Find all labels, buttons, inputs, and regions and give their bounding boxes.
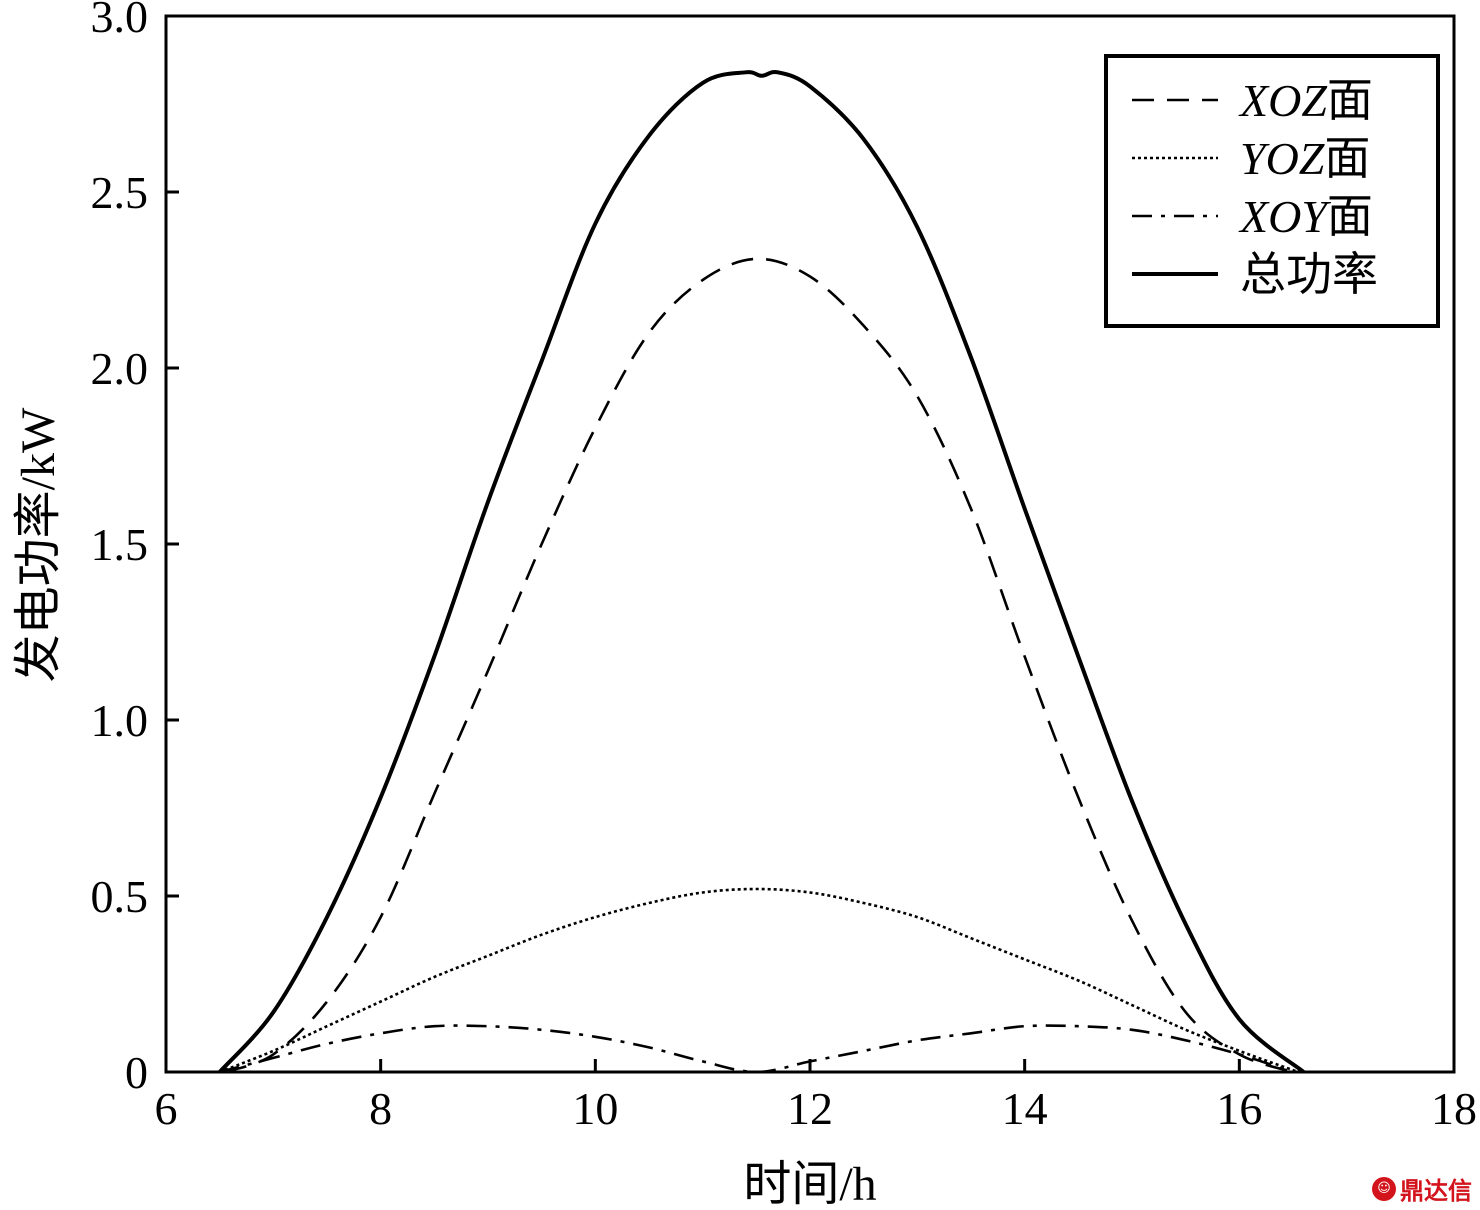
- legend-label-1: YOZ面: [1240, 133, 1370, 184]
- y-tick-label-6: 3.0: [91, 0, 149, 42]
- watermark-text: 鼎达信: [1400, 1177, 1472, 1205]
- y-axis-title: 发电功率/kW: [12, 407, 65, 682]
- legend-label-2: XOY面: [1238, 191, 1373, 242]
- x-tick-label-3: 12: [787, 1083, 833, 1134]
- legend-label-0: XOZ面: [1238, 75, 1373, 126]
- x-tick-label-5: 16: [1216, 1083, 1262, 1134]
- y-tick-label-4: 2.0: [91, 343, 149, 394]
- x-tick-label-1: 8: [369, 1083, 392, 1134]
- y-tick-label-1: 0.5: [91, 871, 149, 922]
- series-line-1: [219, 887, 1299, 1074]
- x-axis-title: 时间/h: [743, 1158, 876, 1210]
- x-tick-label-4: 14: [1002, 1083, 1048, 1134]
- series-line-0: [224, 257, 1294, 1074]
- legend-box: [1104, 54, 1440, 328]
- x-tick-label-0: 6: [155, 1083, 178, 1134]
- y-tick-label-3: 1.5: [91, 519, 149, 570]
- dingdaxin-logo-icon: ☺: [1372, 1176, 1396, 1201]
- y-tick-label-0: 0: [125, 1047, 148, 1098]
- x-tick-label-6: 18: [1431, 1083, 1477, 1134]
- legend-label-3: 总功率: [1240, 249, 1378, 300]
- watermark: ☺ 鼎达信: [1372, 1171, 1472, 1206]
- ticks-layer: 6 8 10 12 14 16 18 0 0.5 1.0 1.5 2.0 2.5 3.0: [91, 0, 1478, 1134]
- y-tick-label-5: 2.5: [91, 167, 149, 218]
- x-tick-label-2: 10: [572, 1083, 618, 1134]
- y-tick-label-2: 1.0: [91, 695, 149, 746]
- series-line-3: [218, 69, 1305, 1074]
